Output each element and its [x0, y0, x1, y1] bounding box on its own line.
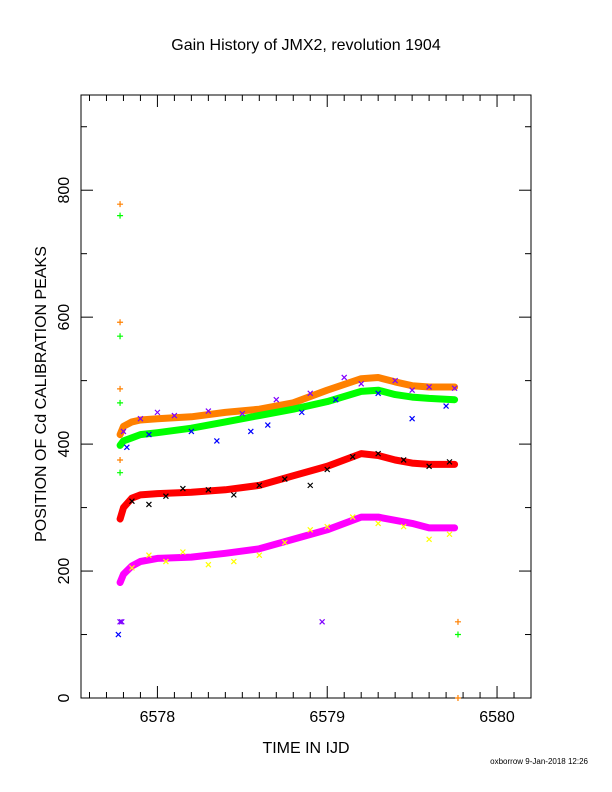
series-4-point: [392, 377, 399, 384]
series-6-point: [162, 493, 169, 500]
series-5-point: [409, 415, 416, 422]
x-tick-label: 6580: [479, 709, 515, 726]
series-6-point: [400, 457, 407, 463]
series-7-point: [400, 523, 407, 530]
series-6-point: [256, 482, 263, 489]
series-6-point: [426, 463, 433, 470]
series-3-line: [116, 513, 459, 586]
series-5-point: [115, 631, 122, 638]
series-9-point: [117, 469, 124, 476]
series-4-point: [117, 618, 123, 625]
series-8-point: [117, 385, 124, 392]
series-7-point: [281, 539, 288, 546]
series-9-point: [117, 333, 124, 340]
series-8-point: [454, 618, 461, 625]
series-5-point: [123, 444, 130, 451]
series-6-point: [281, 476, 288, 482]
series-7-point: [446, 531, 453, 538]
series-4-point: [154, 409, 161, 416]
series-9-point: [117, 399, 124, 406]
series-5-point: [188, 428, 195, 435]
series-6-point: [375, 450, 382, 457]
chart-title: Gain History of JMX2, revolution 1904: [171, 37, 441, 54]
series-4-point: [205, 408, 212, 415]
series-7-point: [324, 523, 331, 530]
series-5-point: [332, 396, 339, 403]
series-7-point: [426, 536, 433, 543]
y-tick-label: 0: [56, 693, 73, 702]
plot-frame: [80, 94, 532, 699]
series-9-point: [454, 631, 461, 638]
series-4-point: [120, 428, 127, 435]
series-6-point: [446, 458, 453, 465]
series-5-point: [213, 438, 220, 444]
y-tick-label: 400: [56, 431, 73, 458]
x-axis-label: TIME IN IJD: [262, 740, 350, 757]
y-tick-label: 200: [56, 558, 73, 585]
series-4-point: [171, 412, 178, 419]
series-7-point: [256, 552, 263, 559]
series-4-point: [319, 618, 326, 625]
series-4-point: [307, 390, 314, 397]
footer-credit: oxborrow 9-Jan-2018 12:26: [490, 757, 588, 766]
series-4-point: [358, 380, 365, 387]
series-7-point: [349, 514, 356, 521]
series-0-line: [116, 374, 459, 439]
series-5-point: [264, 422, 271, 428]
series-9-point: [117, 212, 124, 219]
series-7-point: [179, 549, 186, 555]
series-5-point: [375, 390, 382, 397]
series-4-point: [451, 385, 458, 392]
series-4-point: [118, 618, 125, 625]
series-7-point: [307, 526, 314, 533]
y-tick-label: 800: [56, 177, 73, 204]
series-4-point: [239, 410, 246, 417]
series-4-point: [426, 384, 433, 390]
series-6-point: [349, 453, 356, 460]
series-8-point: [117, 456, 124, 463]
series-6-point: [179, 485, 186, 492]
series-4-point: [409, 387, 416, 394]
series-6-point: [307, 482, 314, 489]
series-7-point: [375, 520, 382, 527]
series-2-line: [116, 450, 459, 523]
y-tick-label: 600: [56, 304, 73, 331]
y-axis-label: POSITION OF Cd CALIBRATION PEAKS: [33, 246, 50, 542]
series-7-point: [129, 564, 135, 571]
series-7-point: [162, 558, 169, 565]
series-1-line: [116, 386, 459, 449]
x-tick-label: 6579: [309, 709, 345, 726]
series-5-point: [443, 403, 450, 409]
series-4-point: [137, 415, 144, 422]
series-5-point: [146, 431, 152, 438]
series-4-point: [273, 396, 280, 403]
series-6-point: [129, 498, 135, 505]
series-7-point: [205, 561, 212, 568]
series-6-point: [324, 466, 331, 473]
series-6-point: [146, 501, 152, 508]
x-tick-label: 6578: [140, 709, 176, 726]
series-5-point: [298, 409, 305, 416]
series-7-point: [146, 552, 152, 559]
series-6-point: [230, 491, 237, 498]
series-8-point: [117, 319, 124, 326]
series-6-point: [205, 486, 212, 493]
series-4-point: [341, 374, 348, 381]
series-8-point: [117, 201, 124, 208]
series-8-point: [454, 695, 461, 701]
series-7-point: [230, 558, 237, 565]
series-5-point: [247, 428, 254, 435]
